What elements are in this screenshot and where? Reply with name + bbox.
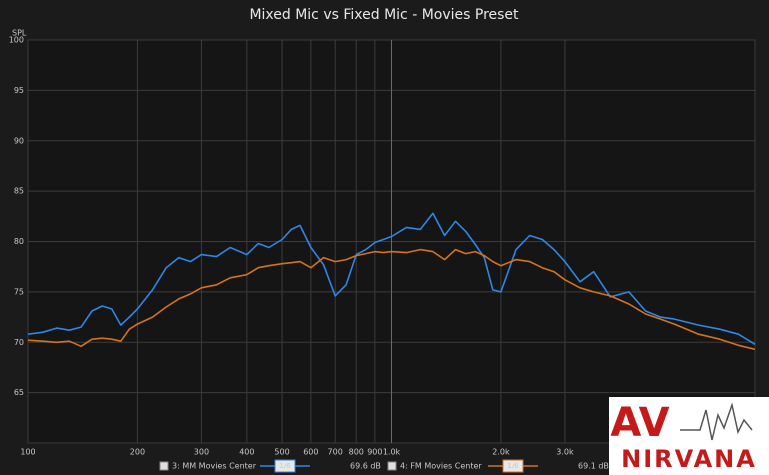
y-tick-label: 100 (9, 36, 24, 45)
logo-av: AV (610, 400, 669, 446)
x-tick-label: 200 (130, 448, 145, 457)
y-tick-label: 70 (14, 338, 24, 347)
legend-checkbox[interactable] (387, 461, 397, 471)
logo-wave (680, 402, 753, 441)
legend-checkbox[interactable] (159, 461, 169, 471)
x-tick-label: 300 (194, 448, 209, 457)
legend-item: 4: FM Movies Center 1/6 69.1 dB (387, 459, 609, 473)
series-line (27, 212, 756, 345)
y-tick-label: 85 (14, 187, 24, 196)
y-tick-label: 95 (14, 86, 24, 95)
y-tick-label: 65 (14, 388, 24, 397)
y-tick-label: 75 (14, 287, 24, 296)
x-tick-label: 1.0k (383, 448, 401, 457)
logo: AV NIRVANA (609, 397, 769, 475)
x-tick-label: 800 (349, 448, 364, 457)
x-tick-label: 500 (274, 448, 289, 457)
logo-box (609, 397, 769, 475)
legend-label: 4: FM Movies Center (400, 462, 482, 471)
level-label: 69.6 dB (350, 462, 381, 471)
legend-label: 3: MM Movies Center (172, 462, 257, 471)
x-tick-label: 100 (20, 448, 35, 457)
x-tick-label: 400 (239, 448, 254, 457)
smoothing-label: 1/6 (279, 462, 291, 470)
x-tick-label: 900 (367, 448, 382, 457)
smoothing-box[interactable] (502, 459, 524, 473)
smoothing-label: 1/6 (507, 462, 519, 470)
x-tick-label: 700 (328, 448, 343, 457)
y-tick-label: 80 (14, 237, 24, 246)
x-tick-label: 600 (303, 448, 318, 457)
smoothing-box[interactable] (274, 459, 296, 473)
legend-item: 3: MM Movies Center 1/6 69.6 dB (159, 459, 381, 473)
chart-title: Mixed Mic vs Fixed Mic - Movies Preset (249, 7, 519, 23)
y-axis-label: SPL (12, 29, 27, 38)
series-line (27, 248, 756, 351)
level-label: 69.1 dB (578, 462, 609, 471)
x-tick-label: 3.0k (556, 448, 574, 457)
x-tick-label: 2.0k (492, 448, 510, 457)
logo-nirvana: NIRVANA (621, 445, 757, 473)
y-tick-label: 90 (14, 136, 24, 145)
